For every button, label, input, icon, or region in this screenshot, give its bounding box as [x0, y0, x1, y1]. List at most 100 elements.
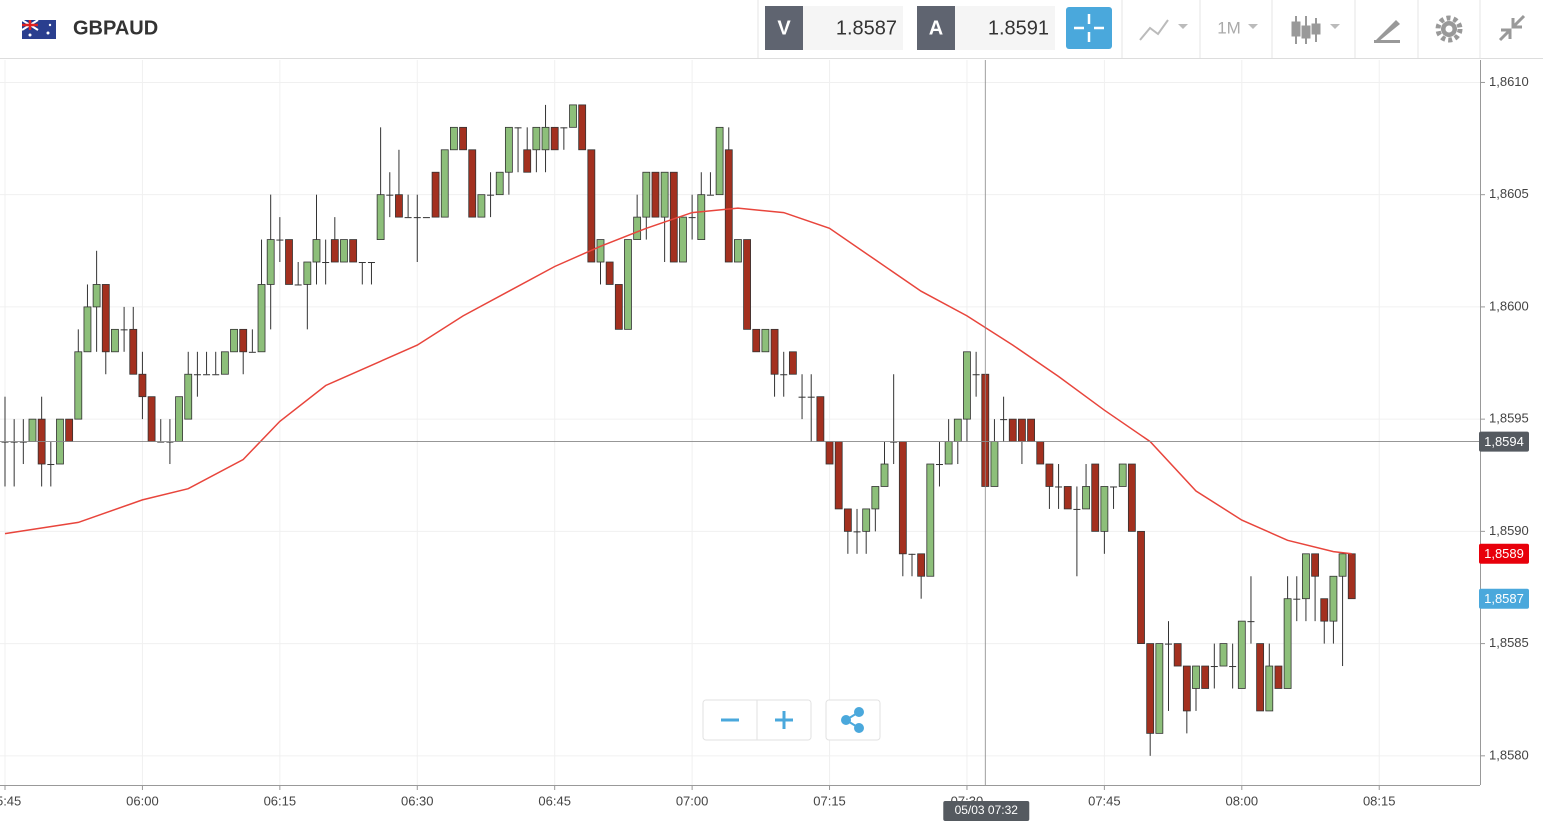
x-tick-label: 06:15 [264, 793, 297, 808]
x-tick-label: 06:45 [538, 793, 571, 808]
candle-body [276, 239, 284, 241]
candle-body [1, 441, 9, 443]
y-tick-label: 1,8610 [1489, 74, 1529, 89]
candle-body [871, 486, 880, 510]
candle-body [19, 441, 27, 443]
candle-body [990, 441, 999, 487]
y-tick-label: 1,8585 [1489, 635, 1529, 650]
candle-body [1155, 643, 1164, 734]
candle-body [880, 463, 889, 487]
symbol: GBPAUD [73, 17, 158, 39]
candle-body [560, 127, 568, 129]
candle-body [450, 126, 458, 151]
candle-body [596, 239, 605, 263]
candle-body [780, 374, 788, 376]
candle-body [1100, 486, 1109, 532]
candle-body [248, 351, 256, 353]
candle-body [395, 194, 403, 218]
candle-body [770, 328, 779, 375]
candle-body [468, 149, 477, 218]
timeframe[interactable]: 1M [1217, 18, 1241, 37]
candle-body [1127, 463, 1136, 532]
candle-body [74, 351, 83, 420]
candle-body [935, 464, 943, 466]
candle-body [926, 463, 935, 577]
candle-body [120, 329, 128, 331]
candle-type-button[interactable] [1291, 16, 1340, 44]
candle-body [1283, 598, 1292, 689]
candle-body [294, 284, 302, 286]
candle-body [10, 441, 18, 443]
candle-body [101, 284, 110, 353]
candle-body [834, 441, 843, 510]
candle-body [697, 194, 706, 240]
candle-body [1045, 463, 1054, 487]
candle-body [92, 284, 101, 308]
candle-body [330, 239, 339, 263]
candle-body [1320, 598, 1329, 622]
price-tag-label: 1,8587 [1484, 591, 1524, 606]
candle-body [358, 262, 366, 264]
candle-body [440, 149, 449, 218]
candle-body [1091, 463, 1100, 532]
candle-body [1165, 643, 1173, 645]
sell-button[interactable] [765, 6, 803, 50]
candle-body [504, 126, 513, 173]
candle-body [1137, 530, 1145, 644]
x-tick-label: 07:15 [813, 793, 846, 808]
x-tick-label: 06:30 [401, 793, 434, 808]
draw-tool-button[interactable] [1374, 20, 1400, 43]
price-tag-label: 1,8589 [1484, 546, 1524, 561]
candle-body [1265, 665, 1274, 712]
share-button[interactable] [841, 707, 864, 733]
buy-box [955, 6, 1055, 50]
candle-body [303, 261, 312, 285]
crosshair-time-box [943, 801, 1030, 821]
zoom-in-button[interactable] [775, 711, 793, 729]
candle-body [83, 306, 92, 353]
candle-body [1018, 418, 1026, 442]
candle-body [1146, 643, 1155, 734]
x-tick-label: 08:00 [1226, 793, 1259, 808]
candle-body [1210, 666, 1218, 668]
candle-body [853, 531, 861, 533]
candle-body [724, 149, 733, 263]
candle-body [651, 171, 660, 218]
candle-body [1182, 665, 1191, 712]
candle-body [1008, 418, 1017, 442]
settings-button[interactable] [1435, 15, 1463, 43]
candle-body [1110, 486, 1118, 488]
chart-type-button[interactable] [1139, 19, 1188, 41]
candle-body [285, 239, 293, 285]
crosshair-icon [1074, 14, 1104, 42]
candle-body [422, 217, 430, 219]
candle-body [1237, 620, 1246, 689]
candle-body [523, 149, 532, 173]
candle-body [220, 351, 229, 375]
candle-body [413, 217, 421, 219]
candle-body [349, 239, 358, 263]
candle-body [972, 374, 980, 376]
candle-body [212, 374, 220, 376]
flag [21, 19, 56, 39]
candle-body [230, 328, 238, 353]
candle-body [706, 194, 714, 196]
candle-body [203, 374, 211, 376]
buy-button[interactable] [917, 6, 955, 50]
candle-body [1201, 665, 1210, 689]
candle-body [184, 373, 193, 420]
candle-body [1311, 553, 1319, 577]
crosshair-button[interactable] [1066, 7, 1112, 49]
y-tick-label: 1,8595 [1489, 411, 1529, 426]
x-tick-label: 08:15 [1363, 793, 1396, 808]
candle-body [1000, 419, 1008, 421]
candle-body [953, 418, 962, 442]
collapse-button[interactable] [1498, 14, 1526, 42]
sell-box [803, 6, 903, 50]
candle-body [679, 216, 687, 263]
crosshair-time-label: 05/03 07:32 [955, 803, 1019, 817]
candle-body [963, 351, 971, 420]
candle-body [587, 149, 596, 263]
candle-body [908, 553, 916, 555]
candle-body [1293, 598, 1301, 600]
